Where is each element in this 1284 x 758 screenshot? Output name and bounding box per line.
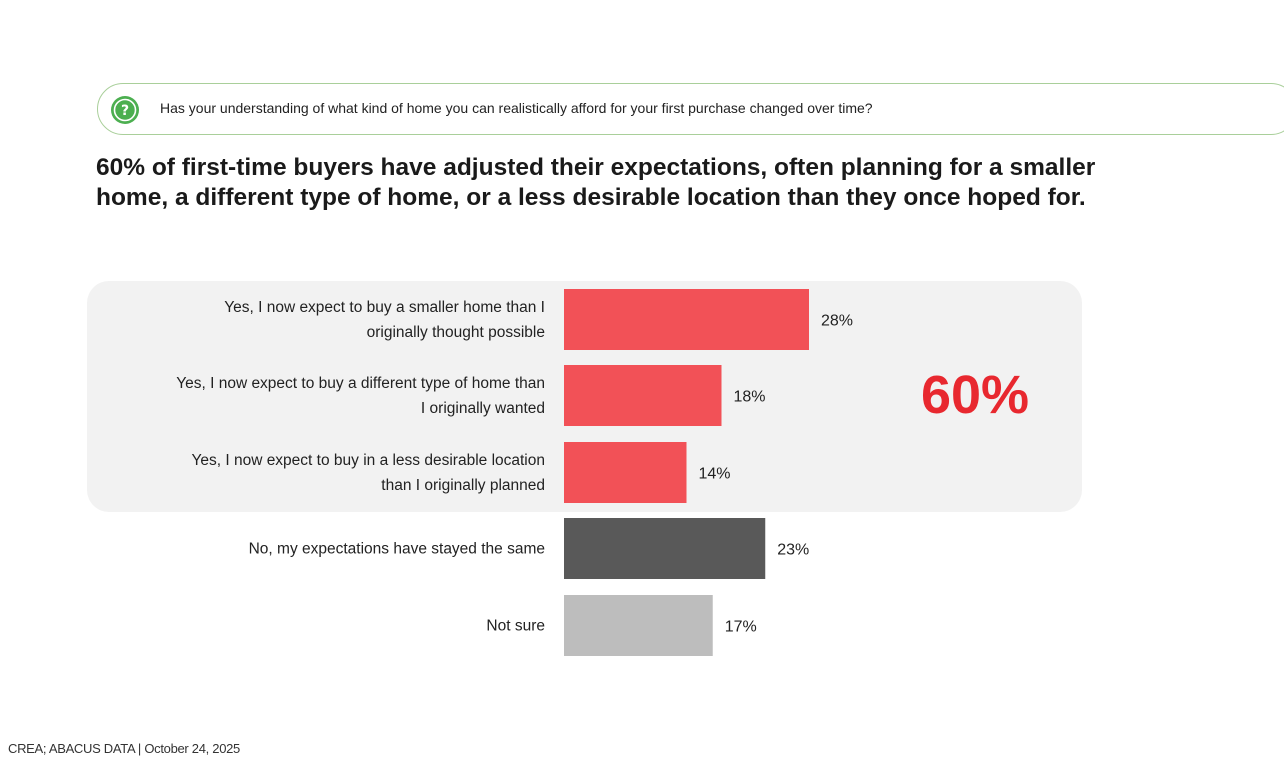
bar-5	[564, 595, 713, 656]
bar-3	[564, 442, 687, 503]
value-label-3: 14%	[699, 466, 731, 483]
category-label-2-line-1: Yes, I now expect to buy a different typ…	[176, 375, 545, 392]
bar-2	[564, 365, 722, 426]
category-label-1-line-2: originally thought possible	[367, 324, 545, 341]
bar-4	[564, 518, 766, 579]
question-banner: ? Has your understanding of what kind of…	[97, 83, 1284, 135]
bar-1	[564, 289, 809, 350]
question-mark-icon: ?	[111, 96, 139, 124]
headline-line-2: home, a different type of home, or a les…	[96, 184, 1086, 211]
headline-line-1: 60% of first-time buyers have adjusted t…	[96, 154, 1096, 181]
value-label-1: 28%	[821, 313, 853, 330]
source-footer: CREA; ABACUS DATA | October 24, 2025	[8, 741, 240, 756]
value-label-5: 17%	[725, 619, 757, 636]
category-label-3-line-2: than I originally planned	[381, 477, 545, 494]
category-label-4: No, my expectations have stayed the same	[249, 541, 545, 558]
headline: 60% of first-time buyers have adjusted t…	[96, 153, 1256, 213]
value-label-4: 23%	[777, 542, 809, 559]
svg-text:?: ?	[121, 103, 129, 119]
group-total-label: 60%	[921, 365, 1029, 425]
category-label-5: Not sure	[486, 618, 545, 635]
question-text: Has your understanding of what kind of h…	[160, 100, 873, 116]
category-label-1-line-1: Yes, I now expect to buy a smaller home …	[224, 299, 545, 316]
value-label-2: 18%	[734, 389, 766, 406]
category-label-3-line-1: Yes, I now expect to buy in a less desir…	[191, 452, 545, 469]
bar-chart: 28% Yes, I now expect to buy a smaller ho…	[87, 281, 1082, 656]
category-label-2-line-2: I originally wanted	[421, 400, 545, 417]
